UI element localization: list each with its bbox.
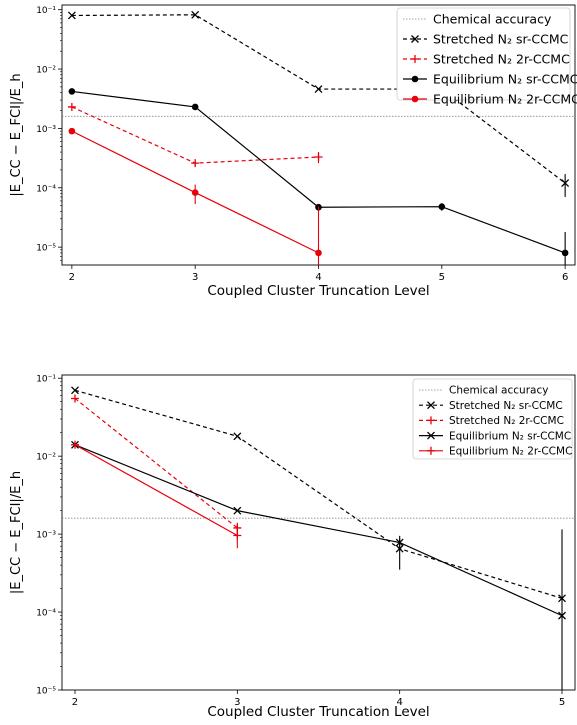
legend-box [396, 7, 571, 101]
data-point [68, 127, 76, 135]
x-tick-label: 6 [562, 272, 568, 283]
data-point [70, 440, 79, 449]
legend-label: Equilibrium N₂ 2r-CCMC [433, 91, 577, 106]
legend-label: Chemical accuracy [449, 385, 548, 397]
y-axis-label: |E_CC − E_FCI|/E_h [9, 471, 24, 594]
x-axis-label: Coupled Cluster Truncation Level [207, 283, 429, 299]
data-point [191, 103, 199, 111]
chart-2: 2 3 4 5 10⁻¹ 10⁻² 10⁻³ 10⁻⁴ 10⁻⁵ Coupled Cluster … [9, 374, 576, 720]
legend-label: Equilibrium N₂ sr-CCMC [449, 430, 571, 442]
data-point [67, 102, 76, 111]
data-point [395, 538, 404, 547]
x-tick-label: 3 [192, 272, 198, 283]
legend-box [412, 378, 573, 460]
data-point [68, 88, 76, 95]
x-tick-label: 4 [315, 272, 321, 283]
legend-marker [411, 95, 419, 103]
y-tick-label: 10⁻³ [36, 531, 56, 541]
series-4 [68, 127, 322, 265]
series-4 [70, 440, 242, 549]
legend-label: Chemical accuracy [433, 11, 552, 26]
legend-label: Stretched N₂ 2r-CCMC [433, 51, 570, 66]
series-line [71, 106, 319, 164]
data-point [191, 10, 200, 19]
y-axis-label: |E_CC − E_FCI|/E_h [9, 73, 24, 196]
data-point [67, 11, 76, 20]
y-tick-label: 10⁻² [36, 66, 56, 76]
x-tick-label: 3 [234, 697, 240, 708]
data-point [395, 544, 404, 553]
series-3 [71, 440, 566, 690]
legend-marker [411, 55, 419, 63]
data-point [70, 394, 79, 403]
y-tick-label: 10⁻¹ [36, 375, 56, 385]
data-point [71, 386, 79, 395]
series-line [74, 444, 238, 537]
x-tick-label: 2 [69, 272, 75, 283]
legend-marker [411, 75, 419, 83]
legend-marker [427, 416, 435, 425]
legend-label: Stretched N₂ 2r-CCMC [449, 415, 564, 427]
chart-1: 2 3 4 5 6 10⁻¹ 10⁻² 10⁻³ 10⁻⁴ 10⁻⁵ Coupled Cluster… [9, 4, 577, 299]
series-line [74, 389, 563, 599]
x-tick-label: 4 [396, 697, 402, 708]
data-point [558, 611, 566, 620]
series-2 [70, 394, 242, 535]
legend-marker [427, 446, 435, 455]
series-line [74, 397, 238, 529]
legend-label: Stretched N₂ sr-CCMC [449, 400, 563, 412]
legend-label: Equilibrium N₂ sr-CCMC [433, 71, 577, 86]
legend-label: Equilibrium N₂ 2r-CCMC [449, 445, 572, 457]
legend-marker [427, 431, 435, 440]
data-point [233, 432, 242, 441]
x-tick-label: 2 [72, 697, 78, 708]
data-point [233, 506, 242, 515]
legend: Chemical accuracy Stretched N₂ sr-CCMC Str… [412, 378, 573, 460]
y-tick-label: 10⁻⁵ [36, 687, 56, 697]
y-tick-label: 10⁻⁴ [36, 609, 56, 619]
legend-marker [411, 35, 419, 43]
y-tick-label: 10⁻⁴ [36, 184, 56, 194]
series-line [74, 444, 563, 617]
y-tick-label: 10⁻¹ [36, 6, 56, 16]
data-point [315, 249, 322, 257]
series-2 [67, 102, 323, 168]
legend: Chemical accuracy Stretched N₂ sr-CCMC Str… [396, 7, 577, 106]
legend-label: Stretched N₂ sr-CCMC [433, 31, 569, 46]
data-point [191, 159, 200, 168]
y-tick-label: 10⁻² [36, 453, 56, 463]
data-point [561, 249, 569, 257]
plot-frame [61, 374, 576, 691]
y-tick-label: 10⁻⁵ [36, 244, 56, 254]
data-point [314, 85, 323, 94]
data-point [191, 189, 199, 196]
x-tick-label: 5 [559, 697, 565, 708]
data-point [233, 531, 242, 540]
legend-marker [427, 401, 435, 410]
x-tick-label: 5 [439, 272, 445, 283]
data-point [314, 152, 323, 161]
x-axis-label: Coupled Cluster Truncation Level [207, 704, 429, 720]
data-point [561, 179, 570, 188]
data-point [438, 203, 446, 210]
y-tick-label: 10⁻³ [36, 125, 56, 135]
